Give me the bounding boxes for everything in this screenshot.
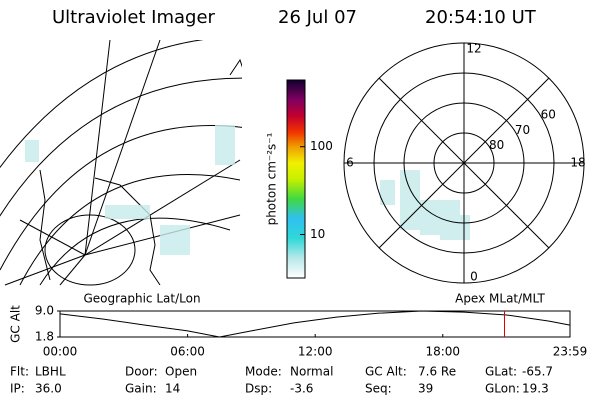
field-value: 19.3 — [522, 382, 549, 396]
field-label: Dsp: — [245, 382, 272, 396]
field-value: -3.6 — [290, 382, 313, 396]
colorbar-tick-label: 10 — [310, 227, 325, 241]
field-label: Seq: — [365, 382, 392, 396]
timeline: 9.0 1.800:00 06:00 12:00 18:00 23:59 — [35, 304, 587, 359]
field-label: Gain: — [125, 382, 157, 396]
x-tick-label: 18:00 — [425, 345, 460, 359]
field-label: Mode: — [245, 365, 282, 379]
field-label: IP: — [10, 382, 25, 396]
field-value: Open — [165, 365, 197, 379]
field-value: -65.7 — [522, 365, 553, 379]
polar-title: Apex MLat/MLT — [455, 292, 545, 306]
date: 26 Jul 07 — [278, 7, 357, 28]
timeline-ylabel: GC Alt — [9, 305, 23, 343]
colorbar-label: photon cm⁻²s⁻¹ — [265, 132, 279, 225]
field-label: GLon: — [485, 382, 520, 396]
mlt-label: 18 — [570, 156, 585, 170]
mlt-label: 12 — [466, 42, 481, 56]
y-tick-label: 1.8 — [35, 330, 54, 344]
field-value: 36.0 — [35, 382, 62, 396]
map-title: Geographic Lat/Lon — [83, 292, 200, 306]
pixel-cluster — [380, 180, 395, 205]
x-tick-label: 23:59 — [553, 345, 588, 359]
field-label: Flt: — [10, 365, 29, 379]
pixel-cluster — [440, 215, 470, 240]
lat-label: 80 — [489, 138, 504, 152]
lat-ring — [373, 72, 555, 254]
colorbar — [286, 79, 306, 279]
colorbar-tick-label: 100 — [310, 139, 333, 153]
geo-map — [0, 40, 242, 286]
lat-label: 70 — [515, 123, 530, 137]
mlt-label: 0 — [470, 270, 478, 284]
x-tick-label: 12:00 — [298, 345, 333, 359]
x-tick-label: 06:00 — [170, 345, 205, 359]
field-value: Normal — [290, 365, 333, 379]
aurora-pixels — [380, 170, 470, 240]
x-tick-label: 00:00 — [43, 345, 78, 359]
mlt-label: 6 — [346, 156, 354, 170]
lat-ring — [433, 132, 495, 194]
field-label: GLat: — [485, 365, 517, 379]
lat-label: 60 — [541, 108, 556, 122]
field-value: LBHL — [35, 365, 66, 379]
field-label: GC Alt: — [365, 365, 407, 379]
instrument: Ultraviolet Imager — [52, 7, 216, 28]
field-value: 39 — [418, 382, 433, 396]
altitude-line — [59, 310, 571, 338]
lat-ring — [403, 102, 525, 224]
field-value: 7.6 Re — [418, 365, 456, 379]
time: 20:54:10 UT — [425, 7, 537, 28]
field-label: Door: — [125, 365, 158, 379]
y-tick-label: 9.0 — [35, 304, 54, 318]
pixel-cluster — [400, 170, 420, 230]
footer: Flt: LBHL Door: Open Mode: Normal GC Alt: 7.6 R… — [10, 365, 553, 396]
field-value: 14 — [165, 382, 180, 396]
